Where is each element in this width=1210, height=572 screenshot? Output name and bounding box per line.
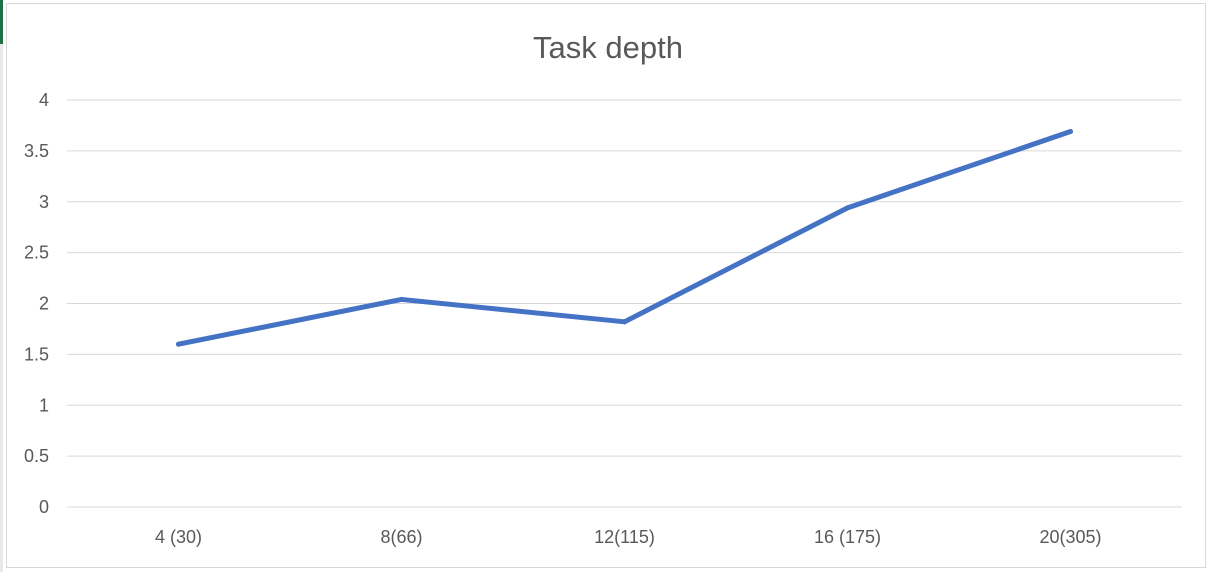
- chart-area[interactable]: 0 0.5 1 1.5 2 2.5 3 3.5 4 4 (30) 8(66) 12(115) 16 (…: [6, 3, 1206, 568]
- x-tick-label: 16 (175): [814, 527, 881, 547]
- y-tick-label: 0: [39, 497, 49, 517]
- y-tick-label: 1.5: [24, 344, 49, 364]
- x-tick-label: 4 (30): [155, 527, 202, 547]
- x-tick-label: 12(115): [594, 527, 655, 547]
- data-point[interactable]: [176, 341, 181, 347]
- y-tick-label: 1: [39, 395, 49, 415]
- y-tick-label: 0.5: [24, 446, 49, 466]
- data-point[interactable]: [399, 296, 404, 302]
- line-chart: 0 0.5 1 1.5 2 2.5 3 3.5 4 4 (30) 8(66) 12(115) 16 (…: [24, 30, 1182, 547]
- x-axis-tick-labels: 4 (30) 8(66) 12(115) 16 (175) 20(305): [155, 527, 1102, 547]
- series-lines: [176, 129, 1073, 347]
- y-axis-tick-labels: 0 0.5 1 1.5 2 2.5 3 3.5 4: [24, 90, 49, 517]
- data-point[interactable]: [622, 319, 627, 325]
- row-header-strip: [0, 0, 3, 572]
- y-tick-label: 2.5: [24, 243, 49, 263]
- y-tick-label: 3.5: [24, 141, 49, 161]
- gridlines: [67, 99, 1182, 508]
- data-point[interactable]: [1068, 129, 1073, 135]
- x-tick-label: 8(66): [380, 527, 422, 547]
- series-line[interactable]: [176, 129, 1073, 347]
- data-point[interactable]: [845, 205, 850, 211]
- selected-cell-marker: [0, 0, 3, 44]
- chart-title: Task depth: [533, 30, 683, 65]
- y-tick-label: 3: [39, 192, 49, 212]
- y-tick-label: 4: [39, 90, 49, 110]
- y-tick-label: 2: [39, 294, 49, 314]
- x-tick-label: 20(305): [1039, 527, 1101, 547]
